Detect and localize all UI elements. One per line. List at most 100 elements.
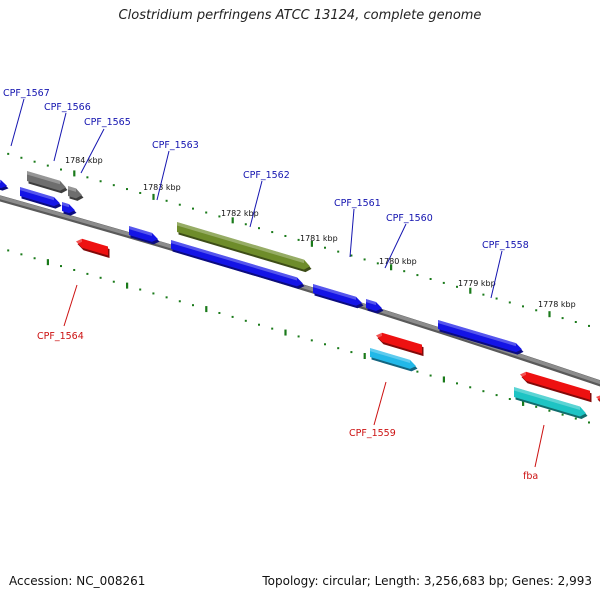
minor-tick xyxy=(561,413,564,416)
minor-tick xyxy=(60,168,62,171)
minor-tick xyxy=(297,238,300,241)
major-tick xyxy=(73,170,76,177)
gene-cpf-1567[interactable] xyxy=(0,178,9,191)
leader-line xyxy=(10,98,25,147)
gene-cpf-1562[interactable] xyxy=(171,240,305,289)
scale-label: 1784 kbp xyxy=(65,156,103,165)
major-tick xyxy=(205,306,208,313)
feature-rna-1559-highlight xyxy=(370,348,410,363)
minor-tick xyxy=(139,288,142,291)
minor-tick xyxy=(456,382,458,385)
feature-rna-1566-body xyxy=(27,171,66,191)
minor-tick xyxy=(165,296,168,299)
minor-tick xyxy=(126,188,128,191)
leader-line xyxy=(249,180,263,228)
gene-label[interactable]: CPF_1560 xyxy=(386,213,433,224)
minor-tick xyxy=(218,215,221,218)
gene-label[interactable]: CPF_1563 xyxy=(152,140,199,151)
feature-rna-1565[interactable] xyxy=(68,186,84,201)
leader-line xyxy=(384,223,407,269)
leader-line xyxy=(63,284,78,327)
minor-tick xyxy=(416,274,419,277)
gene-label[interactable]: CPF_1558 xyxy=(482,240,529,251)
gene-label[interactable]: CPF_1559 xyxy=(349,428,396,439)
minor-tick xyxy=(218,311,221,314)
leader-lines xyxy=(10,98,545,468)
minor-tick xyxy=(588,324,590,327)
gene-cpf-1565-highlight xyxy=(62,202,69,208)
minor-tick xyxy=(271,231,274,234)
gene-cpf-1559-red-highlight xyxy=(376,332,382,339)
scale-labels: 1784 kbp 1783 kbp 1782 kbp 1781 kbp 1780 kbp… xyxy=(65,156,576,309)
minor-tick xyxy=(152,292,155,295)
feature-cds-1562[interactable] xyxy=(177,222,312,273)
gene-cpf-1559-red[interactable] xyxy=(376,332,424,357)
gene-label[interactable]: CPF_1561 xyxy=(334,198,381,209)
minor-tick xyxy=(482,293,485,296)
minor-tick xyxy=(482,390,485,393)
gene-label[interactable]: CPF_1564 xyxy=(37,331,84,342)
minor-tick xyxy=(99,276,102,279)
feature-rna-1566[interactable] xyxy=(27,171,68,194)
gene-cpf-1563-fwd-highlight xyxy=(129,226,152,236)
minor-tick xyxy=(588,421,590,424)
gene-cpf-1560-highlight xyxy=(366,299,376,306)
minor-tick xyxy=(244,319,247,322)
minor-tick xyxy=(73,268,76,271)
minor-tick xyxy=(271,327,274,330)
gene-cpf-1558-body xyxy=(438,320,522,353)
minor-tick xyxy=(258,323,260,326)
gene-cpf-1558-highlight xyxy=(438,320,516,347)
gene-cpf-1558[interactable] xyxy=(438,320,524,355)
leader-line xyxy=(349,208,355,258)
gene-cpf-1564[interactable] xyxy=(76,238,110,258)
minor-tick xyxy=(20,253,23,256)
gene-cpf-1561-body xyxy=(313,284,362,306)
minor-tick xyxy=(561,317,564,320)
minor-tick xyxy=(508,301,511,304)
major-tick xyxy=(442,376,445,383)
map-title: Clostridium perfringens ATCC 13124, comp… xyxy=(118,8,482,23)
minor-tick xyxy=(429,374,432,377)
minor-tick xyxy=(376,262,379,265)
gene-label[interactable]: CPF_1565 xyxy=(84,117,131,128)
scale-label: 1780 kbp xyxy=(379,257,417,266)
gene-cpf-1565[interactable] xyxy=(62,202,77,216)
gene-cpf-1562-highlight xyxy=(171,240,297,281)
feature-rna-fba[interactable] xyxy=(514,387,588,420)
feature-rna-fba-body xyxy=(514,387,586,417)
gene-reverse-edge[interactable] xyxy=(596,395,600,406)
major-tick xyxy=(310,240,313,247)
gene-label[interactable]: CPF_1566 xyxy=(44,102,91,113)
minor-tick xyxy=(350,351,353,354)
upper-tick-row xyxy=(7,152,590,327)
minor-tick xyxy=(112,184,115,187)
feature-rna-1566-highlight xyxy=(27,171,60,185)
minor-tick xyxy=(284,234,287,237)
minor-tick xyxy=(574,321,577,324)
major-tick xyxy=(390,264,393,271)
gene-fba-red[interactable] xyxy=(520,371,592,403)
leader-line xyxy=(80,128,105,174)
feature-rna-1559[interactable] xyxy=(370,348,418,372)
gene-label[interactable]: fba xyxy=(523,471,538,482)
scale-label: 1778 kbp xyxy=(538,300,576,309)
minor-tick xyxy=(165,199,168,202)
minor-tick xyxy=(337,347,340,350)
minor-tick xyxy=(33,160,36,163)
minor-tick xyxy=(60,265,62,268)
scale-label: 1783 kbp xyxy=(143,183,181,192)
gene-cpf-1560[interactable] xyxy=(366,299,384,314)
accession-text: Accession: NC_008261 xyxy=(9,574,146,588)
gene-cpf-1563-fwd[interactable] xyxy=(129,226,160,245)
major-tick xyxy=(522,399,525,406)
gene-cpf-1566[interactable] xyxy=(20,187,62,209)
minor-tick xyxy=(469,386,472,389)
gene-label[interactable]: CPF_1567 xyxy=(3,88,50,99)
minor-tick xyxy=(205,211,208,214)
gene-label[interactable]: CPF_1562 xyxy=(243,170,290,181)
gene-cpf-1561[interactable] xyxy=(313,284,364,309)
minor-tick xyxy=(429,277,432,280)
minor-tick xyxy=(112,280,115,283)
